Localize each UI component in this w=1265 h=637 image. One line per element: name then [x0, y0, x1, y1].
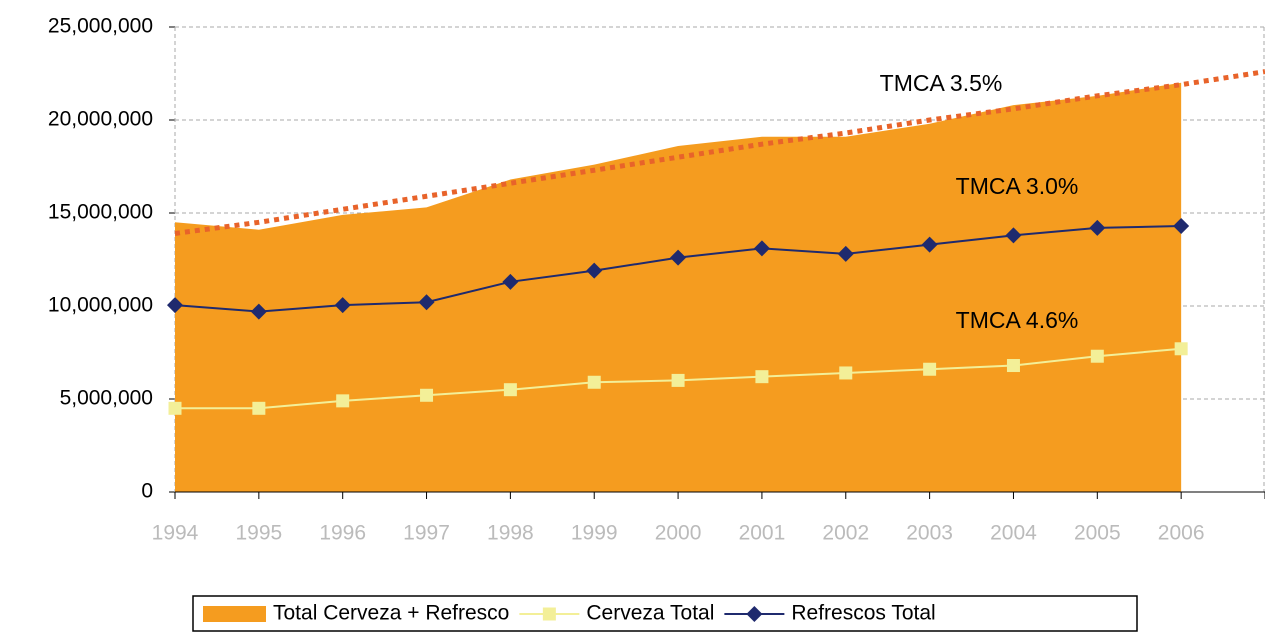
legend-label: Cerveza Total	[586, 602, 714, 625]
y-tick-label: 25,000,000	[48, 15, 153, 38]
marker	[921, 236, 938, 253]
annotation: TMCA 3.0%	[956, 173, 1079, 199]
marker	[420, 388, 434, 402]
marker	[1005, 227, 1022, 244]
y-tick-label: 20,000,000	[48, 108, 153, 131]
marker	[418, 294, 435, 311]
x-tick-label: 2003	[906, 522, 953, 545]
marker	[250, 303, 267, 320]
legend-item: Total Cerveza + Refresco	[203, 602, 509, 625]
marker	[1174, 342, 1188, 356]
marker	[542, 607, 556, 621]
marker	[670, 249, 687, 266]
legend-item: Cerveza Total	[519, 602, 714, 625]
marker	[167, 297, 183, 314]
marker	[587, 375, 601, 389]
x-tick-label: 2001	[739, 522, 786, 545]
marker	[252, 401, 266, 415]
x-tick-label: 1995	[235, 522, 282, 545]
x-tick-label: 2002	[822, 522, 869, 545]
marker	[839, 366, 853, 380]
legend-swatch	[203, 606, 266, 622]
annotation: TMCA 3.5%	[880, 70, 1003, 96]
marker	[1173, 218, 1190, 235]
y-tick-label: 10,000,000	[48, 294, 153, 317]
marker	[753, 240, 770, 257]
x-tick-label: 2004	[990, 522, 1037, 545]
marker	[755, 370, 769, 384]
marker	[1089, 219, 1106, 236]
x-tick-label: 1994	[152, 522, 199, 545]
y-tick-label: 0	[141, 480, 153, 503]
y-tick-label: 15,000,000	[48, 201, 153, 224]
x-tick-label: 1998	[487, 522, 534, 545]
marker	[503, 383, 517, 397]
marker	[1090, 349, 1104, 363]
marker	[502, 273, 519, 290]
x-tick-label: 1997	[403, 522, 450, 545]
x-tick-label: 1999	[571, 522, 618, 545]
legend-box	[192, 595, 1138, 632]
marker	[837, 245, 854, 262]
legend-label: Total Cerveza + Refresco	[273, 602, 509, 625]
x-tick-label: 2000	[655, 522, 702, 545]
legend-label: Refrescos Total	[791, 602, 935, 625]
marker	[168, 401, 182, 415]
x-tick-label: 2005	[1074, 522, 1121, 545]
marker	[334, 297, 351, 314]
marker	[1006, 359, 1020, 373]
marker	[746, 606, 763, 622]
trendline	[174, 69, 1265, 236]
marker	[336, 394, 350, 408]
marker	[923, 362, 937, 376]
x-tick-label: 2006	[1158, 522, 1205, 545]
area	[175, 82, 1182, 493]
marker	[586, 262, 603, 279]
y-tick-label: 5,000,000	[60, 387, 153, 410]
annotation: TMCA 4.6%	[956, 307, 1079, 333]
legend-item: Refrescos Total	[724, 602, 936, 625]
x-tick-label: 1996	[319, 522, 366, 545]
marker	[671, 373, 685, 387]
